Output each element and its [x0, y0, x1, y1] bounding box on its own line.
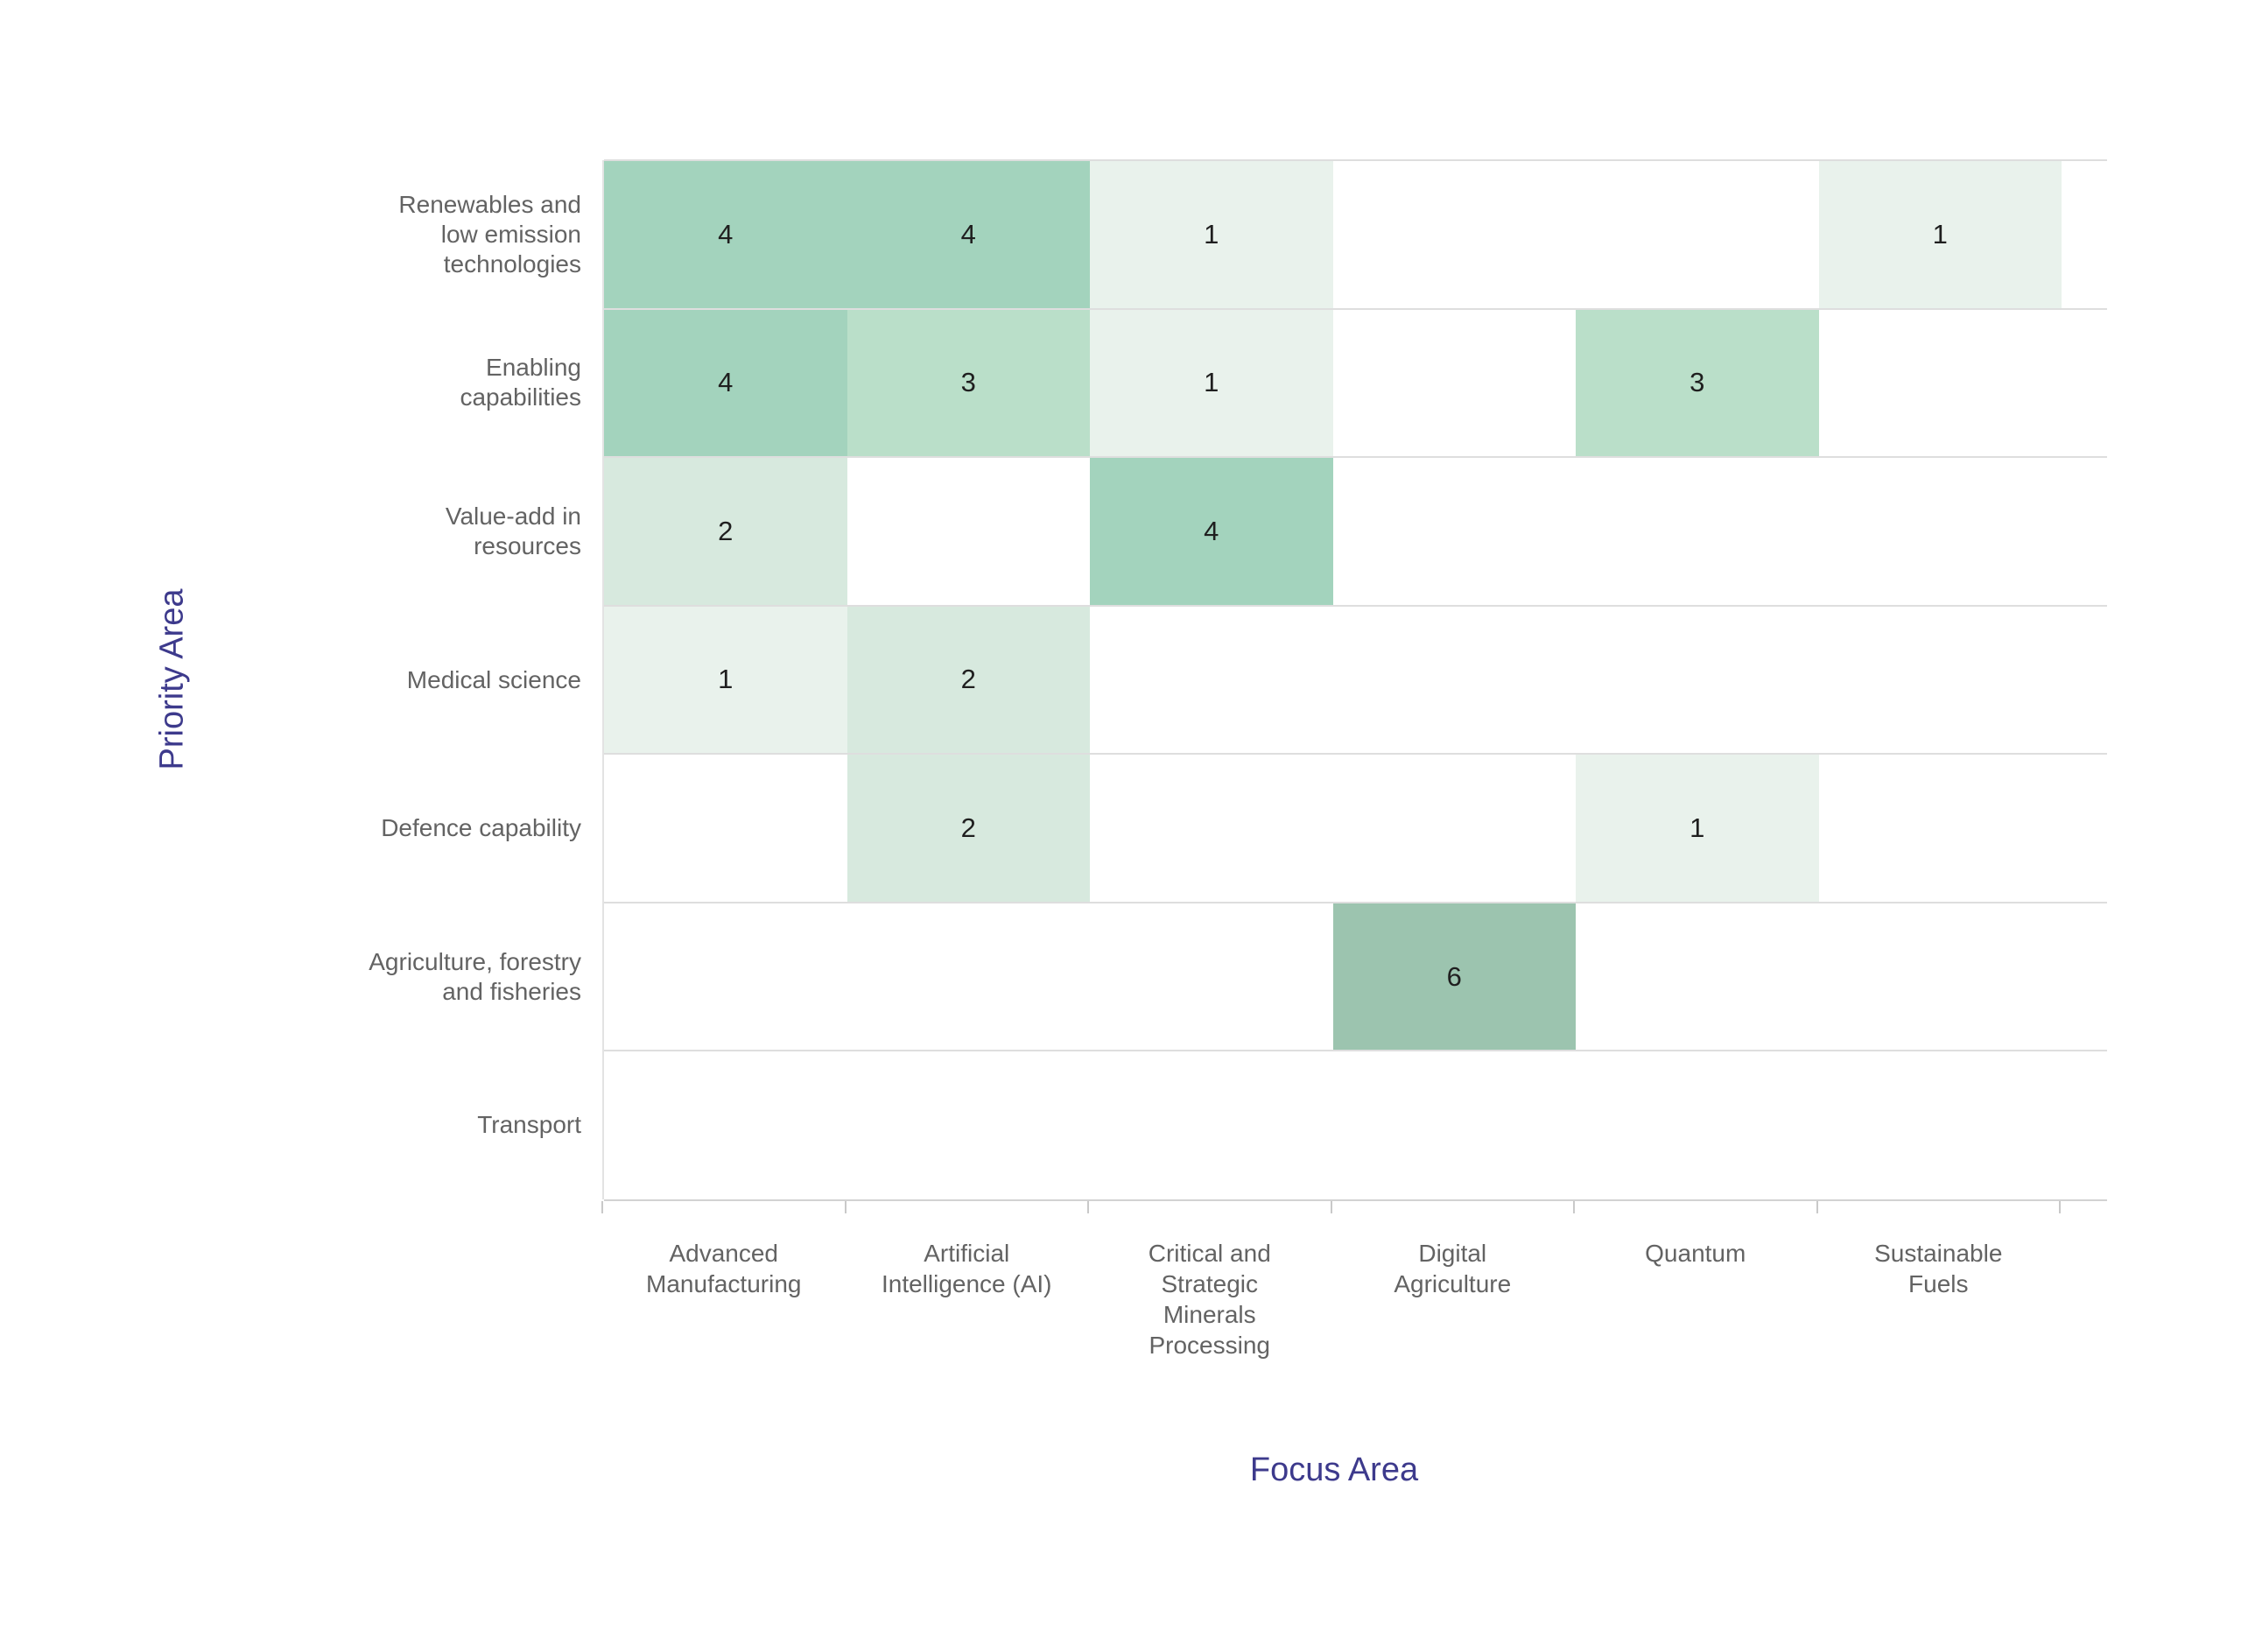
- heatmap-tile: 1: [604, 605, 847, 755]
- row-gridline: [604, 456, 2107, 459]
- cell-value: 1: [1932, 218, 1948, 250]
- row-gridline: [604, 159, 2107, 161]
- cell-value: 4: [1204, 515, 1219, 546]
- cell-value: 1: [1204, 367, 1219, 398]
- cell-value: 2: [960, 812, 976, 844]
- heatmap-tile: 1: [1090, 308, 1333, 458]
- x-axis-line: [604, 1199, 2107, 1201]
- y-category-label: Renewables and low emission technologies: [398, 190, 581, 278]
- heatmap-tile: 3: [1576, 308, 1819, 458]
- x-category-label: Quantum: [1645, 1240, 1746, 1267]
- x-axis-title: Focus Area: [1249, 1452, 1419, 1488]
- x-axis-tick: [601, 1201, 603, 1213]
- y-category-label: Enabling capabilities: [460, 354, 581, 411]
- cell-value: 1: [718, 664, 734, 695]
- y-category-label: Transport: [477, 1111, 581, 1139]
- cell-value: 2: [718, 515, 734, 546]
- row-gridline: [604, 604, 2107, 607]
- cell-value: 6: [1446, 960, 1462, 992]
- heatmap-tile: 2: [847, 605, 1090, 755]
- cell-value: 4: [960, 218, 976, 250]
- cell-value: 1: [1204, 218, 1219, 250]
- y-category-label: Value-add in resources: [445, 502, 581, 559]
- x-axis-tick: [844, 1201, 847, 1213]
- x-category-label: Advanced Manufacturing: [646, 1240, 802, 1297]
- heatmap-panel: 4 4 1 1 4 3 1 3 2 4 1 2 2 1 6: [602, 159, 2107, 1201]
- heatmap-tile: 6: [1332, 902, 1576, 1051]
- cell-value: 3: [1690, 367, 1705, 398]
- y-category-label: Defence capability: [381, 814, 581, 842]
- row-gridline: [604, 753, 2107, 756]
- heatmap-tile: 1: [1818, 160, 2062, 309]
- x-axis-tick: [2059, 1201, 2061, 1213]
- cell-value: 3: [960, 367, 976, 398]
- x-category-label: Sustainable Fuels: [1874, 1240, 2003, 1297]
- y-category-label: Agriculture, forestry and fisheries: [369, 947, 581, 1005]
- x-category-label: Critical and Strategic Minerals Processing: [1148, 1240, 1271, 1359]
- cell-value: 4: [718, 367, 734, 398]
- heatmap-tile: 2: [604, 457, 847, 606]
- x-axis-tick: [1573, 1201, 1575, 1213]
- x-axis-tick: [1087, 1201, 1089, 1213]
- x-axis-tick: [1330, 1201, 1332, 1213]
- cell-value: 4: [718, 218, 734, 250]
- cell-value: 2: [960, 664, 976, 695]
- heatmap-tile: 1: [1576, 754, 1819, 903]
- heatmap-tile: 4: [847, 160, 1090, 309]
- x-category-label: Artificial Intelligence (AI): [881, 1240, 1052, 1297]
- heatmap-tile: 4: [604, 308, 847, 458]
- y-category-label: Medical science: [406, 665, 581, 693]
- heatmap-tile: 2: [847, 754, 1090, 903]
- heatmap-tile: 4: [604, 160, 847, 309]
- row-gridline: [604, 1050, 2107, 1052]
- row-gridline: [604, 901, 2107, 903]
- heatmap-tile: 3: [847, 308, 1090, 458]
- row-gridline: [604, 307, 2107, 310]
- x-axis-tick: [1816, 1201, 1818, 1213]
- cell-value: 1: [1690, 812, 1705, 844]
- heatmap-tile: 1: [1090, 160, 1333, 309]
- x-category-label: Digital Agriculture: [1394, 1240, 1512, 1297]
- heatmap-tile: 4: [1090, 457, 1333, 606]
